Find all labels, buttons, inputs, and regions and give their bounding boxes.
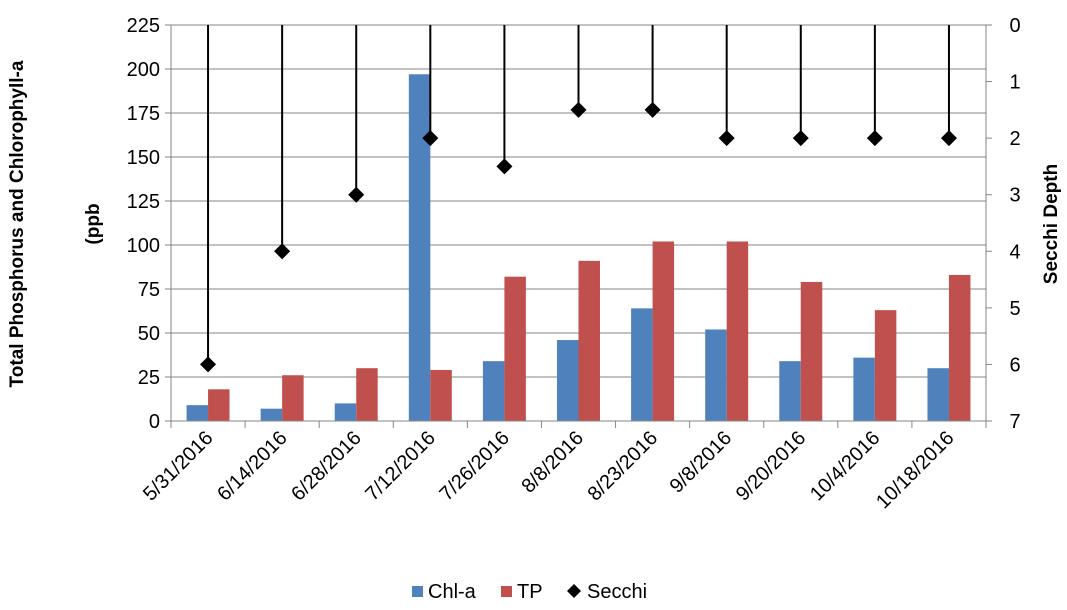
bar-chla — [482, 361, 505, 421]
y2-tick-label: 6 — [1009, 354, 1020, 376]
y-tick-label: 225 — [127, 15, 160, 37]
y-tick-label: 150 — [127, 147, 160, 169]
y-axis-title-line2: (ppb — [83, 203, 104, 244]
x-tick-label: 7/12/2016 — [361, 427, 439, 505]
chla-bars — [186, 74, 949, 421]
secchi-marker — [792, 130, 809, 147]
legend-swatch-tp — [501, 586, 512, 597]
bar-chla — [631, 308, 653, 421]
legend: Chl-a TP Secchi — [412, 581, 647, 603]
y-tick-label: 25 — [138, 367, 160, 389]
bar-tp — [578, 260, 600, 421]
bar-chla — [853, 357, 875, 421]
bar-tp — [282, 375, 304, 421]
bar-chla — [557, 340, 579, 421]
y-tick-label: 100 — [127, 235, 160, 257]
category-labels: 5/31/20166/14/20166/28/20167/12/20167/26… — [139, 427, 958, 513]
bar-tp — [652, 241, 675, 421]
secchi-marker — [718, 130, 735, 147]
bar-tp — [800, 281, 823, 421]
y2-tick-label: 0 — [1009, 15, 1020, 37]
bar-chla — [408, 74, 431, 421]
axes — [170, 25, 987, 428]
secchi-marker — [200, 356, 217, 373]
bar-tp — [430, 369, 452, 421]
bar-chla — [705, 329, 727, 421]
y2-tick-label: 5 — [1009, 298, 1020, 320]
bar-chla — [779, 361, 801, 421]
y-tick-label: 200 — [127, 59, 160, 81]
secchi-marker — [274, 243, 291, 260]
y-tick-label: 50 — [138, 323, 160, 345]
bar-chla — [260, 408, 283, 421]
bar-tp — [356, 368, 378, 421]
x-tick-label: 9/8/2016 — [666, 427, 737, 498]
y2-tick-label: 2 — [1009, 128, 1020, 150]
y2-tick-label: 4 — [1009, 241, 1020, 263]
secchi-marker — [422, 130, 439, 147]
tp-bars — [208, 241, 971, 421]
y-tick-label: 175 — [127, 103, 160, 125]
bar-tp — [504, 276, 526, 421]
y-axis-title-line1: Total Phosphorus and Chlorophyll-a — [7, 60, 28, 387]
x-tick-label: 5/31/2016 — [139, 427, 217, 505]
y2-tick-label: 1 — [1009, 72, 1020, 94]
y2-axis-title: Secchi Depth — [1041, 164, 1062, 284]
x-tick-label: 8/8/2016 — [517, 427, 588, 498]
bar-chla — [927, 368, 949, 421]
secchi-marker — [348, 186, 365, 203]
x-tick-label: 7/26/2016 — [435, 427, 513, 505]
legend-swatch-chla — [412, 586, 423, 597]
legend-label-tp: TP — [517, 581, 543, 603]
bar-tp — [208, 389, 230, 421]
right-axis-ticks: 0 1 2 3 4 5 6 7 — [986, 15, 1021, 433]
x-tick-label: 10/18/2016 — [872, 427, 958, 513]
bar-tp — [726, 241, 749, 421]
y-tick-label: 75 — [138, 279, 160, 301]
x-tick-label: 8/23/2016 — [584, 427, 662, 505]
y2-tick-label: 7 — [1009, 411, 1020, 433]
legend-label-chla: Chl-a — [428, 581, 477, 603]
x-tick-label: 10/4/2016 — [806, 427, 884, 505]
secchi-marker — [866, 130, 883, 147]
secchi-marker — [570, 101, 587, 118]
secchi-marker — [496, 158, 513, 175]
secchi-series — [200, 25, 957, 373]
secchi-marker — [644, 101, 661, 118]
bar-tp — [948, 274, 971, 421]
y-tick-label: 0 — [149, 411, 160, 433]
x-tick-label: 9/20/2016 — [732, 427, 810, 505]
bar-tp — [874, 310, 897, 421]
y-tick-label: 125 — [127, 191, 160, 213]
x-tick-label: 6/14/2016 — [213, 427, 291, 505]
y2-tick-label: 3 — [1009, 185, 1020, 207]
bar-chla — [334, 403, 357, 421]
legend-label-secchi: Secchi — [587, 581, 647, 603]
secchi-marker — [940, 130, 957, 147]
bar-chla — [186, 405, 209, 421]
legend-marker-secchi — [567, 584, 581, 598]
left-axis-ticks: 0 25 50 75 100 125 150 175 200 225 — [127, 15, 171, 433]
x-tick-label: 6/28/2016 — [287, 427, 365, 505]
